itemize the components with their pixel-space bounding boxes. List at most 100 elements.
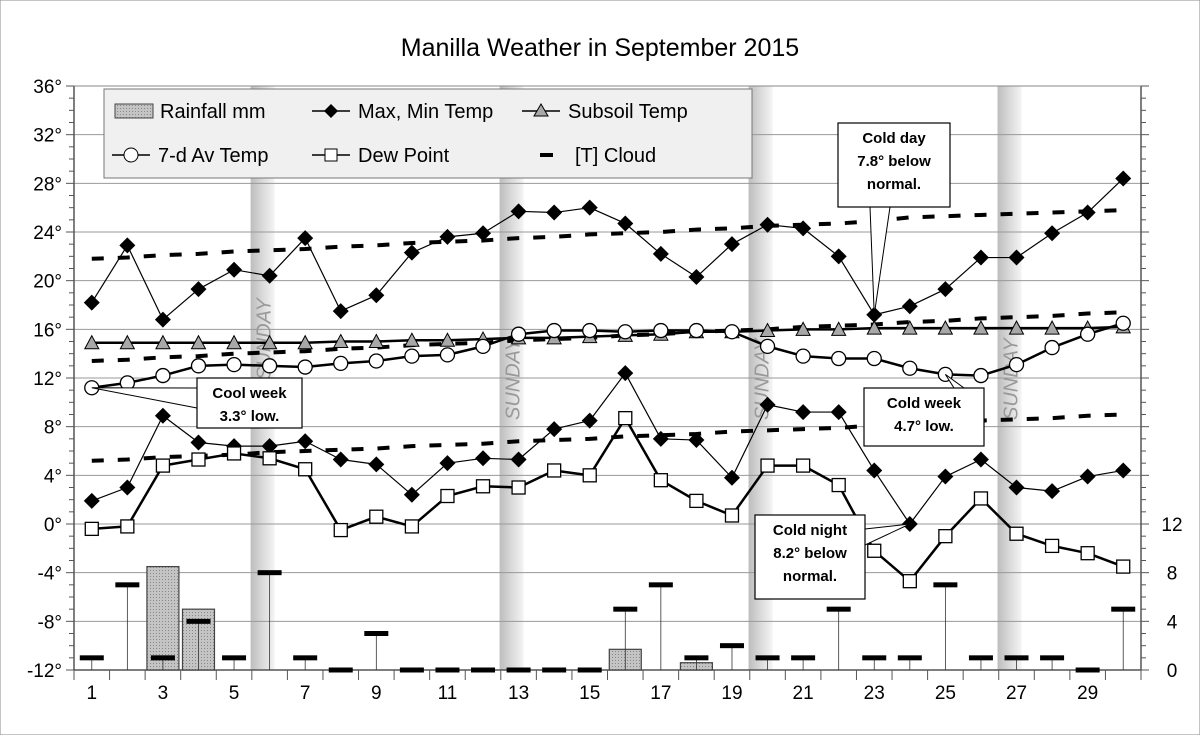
y-right-tick-label: 0 — [1167, 661, 1178, 682]
max-temp-point — [119, 237, 136, 254]
x-tick-label: 7 — [300, 683, 311, 704]
annotation-text: normal. — [867, 176, 921, 193]
avg7-point — [973, 367, 989, 384]
max-temp-point — [617, 215, 634, 232]
subsoil-point — [937, 320, 954, 335]
x-tick-label: 25 — [935, 683, 956, 704]
annotation-box — [863, 387, 985, 447]
cloud-marker — [115, 582, 140, 588]
dew-point-point — [902, 574, 917, 589]
x-tick-label: 9 — [371, 683, 382, 704]
x-tick-label: 11 — [438, 683, 458, 704]
x-tick-label: 27 — [1006, 683, 1027, 704]
annotation-text: Cold week — [887, 395, 962, 412]
min-temp-point — [190, 434, 207, 451]
cloud-marker — [755, 655, 780, 661]
normal-max-line — [91, 208, 1124, 261]
y-right-tick-label: 4 — [1167, 612, 1178, 633]
subsoil-point — [830, 321, 847, 336]
max-temp-point — [652, 245, 669, 262]
annotation-text: 4.7° low. — [894, 418, 954, 435]
legend-box — [103, 88, 753, 179]
y-tick-label: 24° — [33, 223, 62, 244]
legend-label: Dew Point — [358, 145, 450, 167]
avg7-point — [724, 324, 740, 340]
legend-marker-square — [324, 148, 338, 162]
dew-point-point — [333, 522, 348, 538]
min-temp-point — [866, 462, 883, 479]
max-temp-point — [723, 236, 740, 253]
cloud-marker — [506, 667, 531, 673]
y-right-tick-label: 12 — [1161, 515, 1182, 536]
cloud-marker — [257, 570, 282, 576]
min-temp-point — [617, 365, 634, 382]
avg7-point — [333, 355, 349, 372]
max-temp-point — [688, 269, 705, 286]
x-tick-label: 29 — [1077, 683, 1098, 704]
max-temp-point — [937, 281, 954, 298]
dew-point-point — [298, 462, 313, 477]
cloud-marker — [826, 606, 851, 612]
max-temp-point — [439, 228, 456, 245]
cloud-marker — [328, 667, 353, 673]
subsoil-point — [368, 333, 385, 348]
legend-marker-circle — [123, 147, 139, 163]
min-temp-point — [1079, 468, 1096, 485]
avg7-point — [226, 356, 242, 373]
min-temp-point — [475, 450, 492, 467]
subsoil-point — [190, 334, 207, 350]
max-temp-point — [1115, 170, 1132, 187]
y-tick-label: 20° — [33, 272, 62, 293]
legend-marker-diamond — [324, 104, 338, 118]
min-temp-point — [652, 430, 669, 447]
annotation-text: 3.3° low. — [220, 408, 280, 425]
x-tick-label: 3 — [158, 683, 169, 704]
cloud-marker — [79, 655, 104, 661]
dew-point-point — [618, 410, 633, 426]
subsoil-point — [901, 320, 918, 335]
max-temp-point — [475, 225, 492, 242]
min-temp-point — [1115, 462, 1132, 479]
subsoil-point — [226, 334, 242, 350]
max-temp-point — [510, 203, 527, 220]
dew-point-point — [155, 458, 171, 473]
subsoil-point — [404, 332, 420, 347]
avg7-point — [795, 348, 811, 364]
min-temp-point — [154, 407, 171, 424]
avg7-point — [155, 367, 171, 384]
annotation-box — [837, 122, 951, 208]
max-temp-point — [83, 294, 100, 311]
dew-point-point — [973, 491, 989, 506]
dew-point-point — [938, 529, 953, 544]
annotation-text: normal. — [783, 568, 837, 585]
avg7-point — [759, 338, 776, 355]
max-temp-point — [403, 244, 420, 261]
legend-swatch-rainfall — [114, 103, 154, 119]
cloud-marker — [399, 667, 424, 673]
avg7-point — [510, 326, 527, 342]
avg7-point — [831, 350, 847, 367]
dew-point-point — [760, 458, 775, 473]
subsoil-point — [119, 334, 136, 350]
y-tick-label: 36° — [33, 77, 62, 98]
cloud-marker — [968, 655, 993, 661]
min-temp-point — [368, 456, 385, 473]
y-tick-label: 4° — [44, 466, 62, 487]
min-temp-point — [1044, 483, 1061, 500]
annotation-text: Cold night — [773, 522, 847, 539]
max-temp-point — [332, 303, 349, 320]
avg7-point — [190, 358, 207, 374]
x-tick-label: 23 — [864, 683, 885, 704]
y-tick-label: 12° — [33, 369, 62, 390]
subsoil-point — [261, 334, 278, 350]
cloud-marker — [1004, 655, 1029, 661]
subsoil-point — [759, 322, 776, 338]
dew-point-point — [262, 451, 277, 466]
cloud-marker — [1040, 655, 1065, 661]
max-temp-point — [1079, 204, 1096, 221]
min-temp-point — [972, 451, 989, 468]
cloud-marker — [150, 655, 175, 661]
dew-point-point — [724, 508, 740, 523]
annotation-box — [754, 514, 866, 600]
dew-point-point — [795, 458, 811, 473]
